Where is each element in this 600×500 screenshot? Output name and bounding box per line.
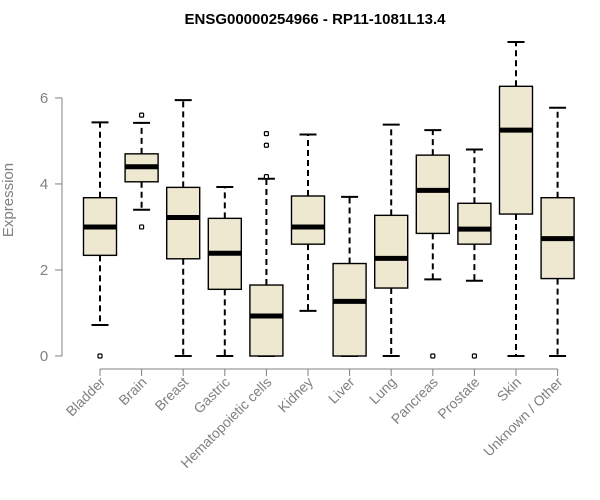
outlier-point (97, 353, 103, 359)
box-prostate (457, 148, 492, 359)
box-iqr (457, 202, 492, 245)
x-tick-label: Lung (366, 374, 399, 407)
outlier-point (139, 112, 145, 118)
x-tick-label: Kidney (275, 374, 317, 416)
boxes-layer (82, 41, 575, 359)
outlier-point (263, 131, 269, 137)
x-tick-label: Unknown / Other (480, 374, 566, 460)
outlier-point (471, 353, 477, 359)
outlier-point (430, 353, 436, 359)
box-unknown-other (540, 106, 575, 357)
box-iqr (374, 214, 409, 289)
box-skin (498, 41, 534, 357)
x-tick-label: Prostate (434, 374, 482, 422)
box-breast (165, 99, 201, 357)
x-tick-label: Liver (325, 374, 358, 407)
box-gastric (207, 185, 243, 357)
box-lung (374, 123, 409, 357)
box-iqr (249, 284, 284, 357)
y-tick-label: 6 (40, 90, 48, 107)
box-kidney (290, 133, 326, 312)
box-iqr (165, 186, 201, 260)
box-iqr (332, 262, 367, 357)
box-pancreas (415, 129, 450, 359)
x-tick-label: Bladder (63, 374, 109, 420)
box-bladder (82, 121, 118, 359)
y-tick-label: 0 (40, 348, 48, 365)
box-brain (124, 112, 159, 230)
box-iqr (415, 154, 450, 235)
y-axis-label: Expression (0, 163, 17, 237)
box-liver (332, 195, 367, 357)
x-tick-label: Skin (494, 374, 525, 405)
chart-title: ENSG00000254966 - RP11-1081L13.4 (184, 11, 446, 28)
box-hematopoietic-cells (249, 131, 284, 357)
x-tick-label: Brain (115, 374, 149, 408)
outlier-point (263, 142, 269, 148)
outlier-point (139, 224, 145, 230)
y-tick-label: 4 (40, 176, 48, 193)
box-iqr (290, 195, 326, 245)
y-tick-label: 2 (40, 262, 48, 279)
x-tick-label: Breast (151, 374, 191, 414)
outlier-point (263, 174, 269, 180)
y-axis: 0 2 4 6 (40, 90, 63, 365)
box-iqr (498, 85, 534, 215)
